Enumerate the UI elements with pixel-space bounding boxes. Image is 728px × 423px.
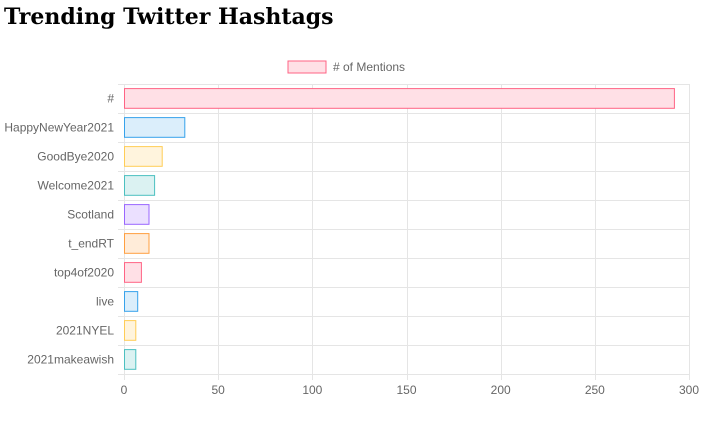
y-tick-label: Welcome2021 [38, 179, 115, 193]
x-tick-label: 200 [491, 383, 511, 397]
y-tick-label: HappyNewYear2021 [4, 121, 114, 135]
x-tick-label: 150 [396, 383, 416, 397]
bar[interactable] [124, 175, 156, 196]
y-tick-label: t_endRT [68, 237, 114, 251]
bar[interactable] [124, 262, 142, 283]
bar[interactable] [124, 88, 675, 109]
chart-category-labels: # HappyNewYear2021 GoodBye2020 Welcome2021 S… [4, 92, 114, 367]
bar[interactable] [124, 204, 150, 225]
x-tick-label: 50 [211, 383, 225, 397]
x-tick-label: 100 [302, 383, 322, 397]
chart-legend[interactable]: # of Mentions [287, 60, 405, 74]
x-tick-label: 300 [679, 383, 699, 397]
y-tick-label: Scotland [67, 208, 114, 222]
y-tick-label: 2021makeawish [27, 353, 114, 367]
y-tick-label: # [107, 92, 114, 106]
page-title: Trending Twitter Hashtags [4, 4, 334, 30]
bar[interactable] [124, 320, 137, 341]
bar[interactable] [124, 349, 137, 370]
legend-swatch[interactable] [287, 60, 327, 74]
chart-x-tick-labels: 0 50 100 150 200 250 300 [121, 383, 700, 397]
y-tick-label: live [96, 295, 114, 309]
bar[interactable] [124, 117, 186, 138]
x-tick-label: 250 [585, 383, 605, 397]
legend-label[interactable]: # of Mentions [333, 60, 405, 74]
y-tick-label: GoodBye2020 [37, 150, 114, 164]
chart-grid [118, 84, 690, 380]
chart-bars [124, 88, 675, 370]
bar[interactable] [124, 233, 150, 254]
y-tick-label: 2021NYEL [56, 324, 114, 338]
bar[interactable] [124, 146, 163, 167]
x-tick-label: 0 [121, 383, 128, 397]
y-tick-label: top4of2020 [54, 266, 114, 280]
bar[interactable] [124, 291, 139, 312]
